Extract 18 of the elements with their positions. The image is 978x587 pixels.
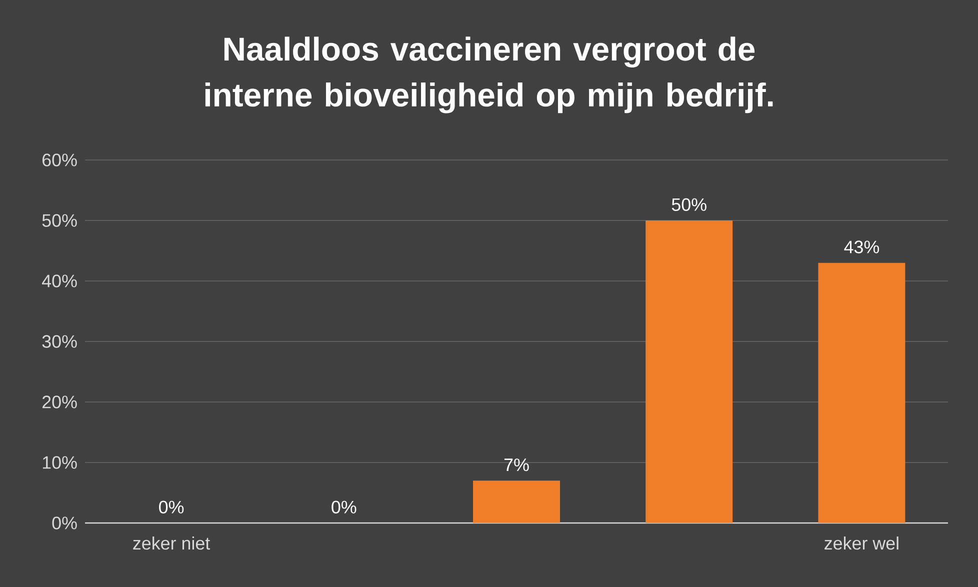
bar <box>818 262 906 523</box>
y-tick-label: 40% <box>42 274 77 288</box>
chart-title: Naaldloos vaccineren vergroot de interne bioveiligheid op mijn bedrijf. <box>205 36 773 114</box>
x-tick-label: zeker wel <box>824 536 898 550</box>
y-tick-label: 0% <box>52 516 77 530</box>
y-tick-label: 20% <box>42 396 77 408</box>
data-label: 50% <box>672 198 706 211</box>
data-label: 43% <box>844 240 880 254</box>
y-tick-label: 60% <box>42 154 77 166</box>
y-tick-label: 10% <box>42 456 77 469</box>
y-tick-label: 30% <box>42 335 77 348</box>
data-label: 7% <box>504 458 529 472</box>
x-tick-label: zeker niet <box>133 536 210 550</box>
bar <box>646 220 733 523</box>
bar <box>473 480 560 523</box>
y-tick-label: 50% <box>42 214 77 227</box>
data-label: 0% <box>159 500 184 514</box>
data-label: 0% <box>332 500 356 514</box>
